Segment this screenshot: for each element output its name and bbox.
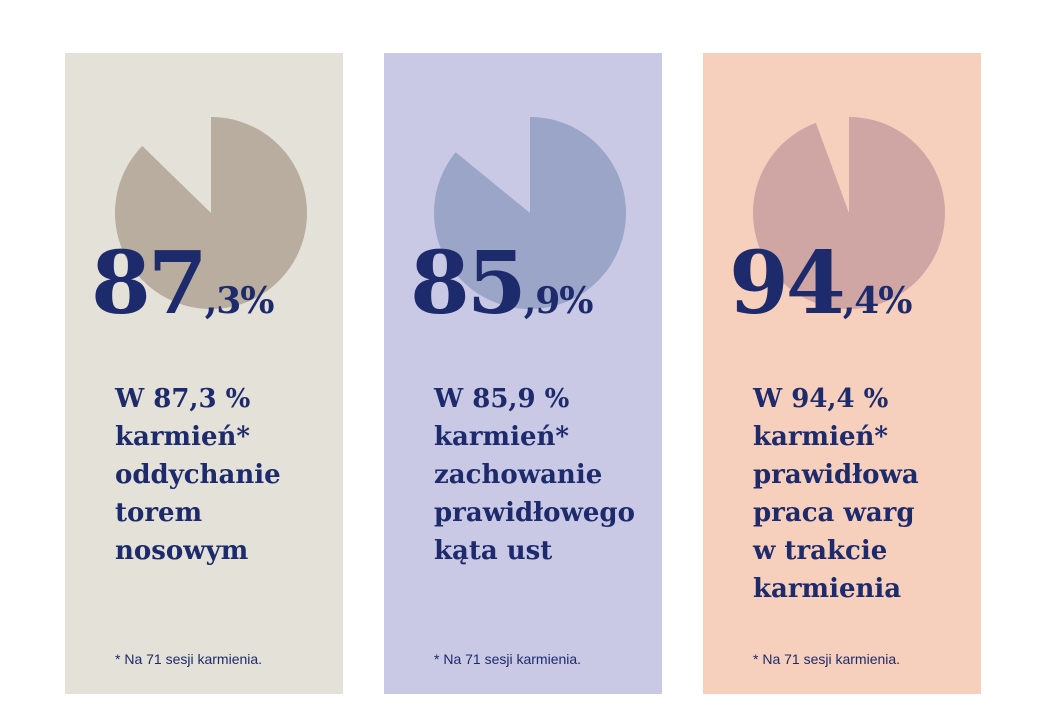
big-percentage: 94,4%: [729, 241, 913, 327]
percentage-integer: 94: [729, 233, 846, 334]
description-line: W 94,4 %: [753, 384, 889, 414]
stat-card-mouth-angle: 85,9% W 85,9 % karmień* zachowanie prawi…: [384, 53, 662, 694]
percentage-decimal: ,9%: [523, 280, 594, 322]
description-line: karmień*: [753, 422, 888, 452]
description-line: kąta ust: [434, 536, 553, 566]
stat-description: W 85,9 % karmień* zachowanie prawidłoweg…: [434, 380, 662, 570]
stat-description: W 94,4 % karmień* prawidłowa praca warg …: [753, 380, 981, 608]
pie-slice: [115, 117, 308, 309]
description-line: torem: [115, 498, 203, 528]
percentage-integer: 85: [410, 233, 527, 334]
description-line: w trakcie: [753, 536, 888, 566]
description-line: oddychanie: [115, 460, 281, 490]
description-line: W 87,3 %: [115, 384, 251, 414]
pie-slice: [433, 117, 626, 309]
pie-chart: [433, 117, 626, 309]
percentage-decimal: ,3%: [204, 280, 275, 322]
description-line: prawidłowa: [753, 460, 919, 490]
description-line: karmień*: [434, 422, 569, 452]
stat-card-breathing: 87,3% W 87,3 % karmień* oddychanie torem…: [65, 53, 343, 694]
footnote: * Na 71 sesji karmienia.: [753, 651, 901, 667]
footnote: * Na 71 sesji karmienia.: [115, 651, 263, 667]
description-line: praca warg: [753, 498, 915, 528]
description-line: karmienia: [753, 574, 902, 604]
footnote: * Na 71 sesji karmienia.: [434, 651, 582, 667]
description-line: karmień*: [115, 422, 250, 452]
pie-slice: [752, 117, 945, 309]
percentage-integer: 87: [91, 233, 208, 334]
percentage-decimal: ,4%: [842, 280, 913, 322]
description-line: W 85,9 %: [434, 384, 570, 414]
pie-chart: [115, 117, 308, 309]
stat-card-lip-work: 94,4% W 94,4 % karmień* prawidłowa praca…: [703, 53, 981, 694]
description-line: zachowanie: [434, 460, 603, 490]
pie-chart: [752, 117, 945, 309]
stat-description: W 87,3 % karmień* oddychanie torem nosow…: [115, 380, 343, 570]
description-line: prawidłowego: [434, 498, 635, 528]
big-percentage: 87,3%: [91, 241, 275, 327]
description-line: nosowym: [115, 536, 249, 566]
big-percentage: 85,9%: [410, 241, 594, 327]
